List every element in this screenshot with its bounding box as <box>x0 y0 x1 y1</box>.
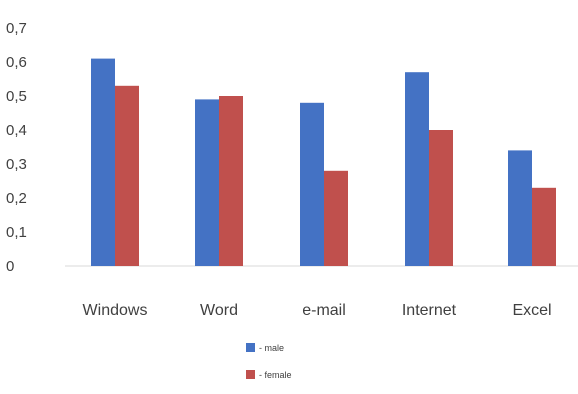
bars-group <box>91 58 556 267</box>
x-axis-labels: Windows Word e-mail Internet Excel <box>83 302 552 319</box>
x-category-label: Internet <box>402 302 457 319</box>
bar-female-internet <box>429 130 453 266</box>
x-category-label: Excel <box>512 302 551 319</box>
bar-female-windows <box>115 85 139 266</box>
bar-female-word <box>219 96 243 266</box>
legend: - male - female <box>246 343 292 380</box>
y-tick-label: 0,5 <box>6 88 27 105</box>
x-category-label: e-mail <box>302 302 346 319</box>
legend-label: - male <box>259 343 284 353</box>
bar-male-windows <box>91 58 115 266</box>
bar-male-e-mail <box>300 102 324 266</box>
legend-swatch <box>246 370 255 379</box>
y-tick-label: 0,4 <box>6 122 27 139</box>
legend-label: - female <box>259 370 292 380</box>
y-tick-label: 0,6 <box>6 54 27 71</box>
y-tick-label: 0 <box>6 258 14 275</box>
y-tick-label: 0,1 <box>6 224 27 241</box>
y-tick-label: 0,7 <box>6 20 27 37</box>
bar-male-excel <box>508 150 532 266</box>
y-axis-ticks: 0 0,1 0,2 0,3 0,4 0,5 0,6 0,7 <box>6 20 27 275</box>
y-tick-label: 0,3 <box>6 156 27 173</box>
y-tick-label: 0,2 <box>6 190 27 207</box>
x-category-label: Windows <box>83 302 148 319</box>
bar-male-internet <box>405 72 429 266</box>
bar-male-word <box>195 99 219 267</box>
bar-female-excel <box>532 187 556 266</box>
legend-swatch <box>246 343 255 352</box>
bar-female-e-mail <box>324 170 348 266</box>
x-category-label: Word <box>200 302 238 319</box>
